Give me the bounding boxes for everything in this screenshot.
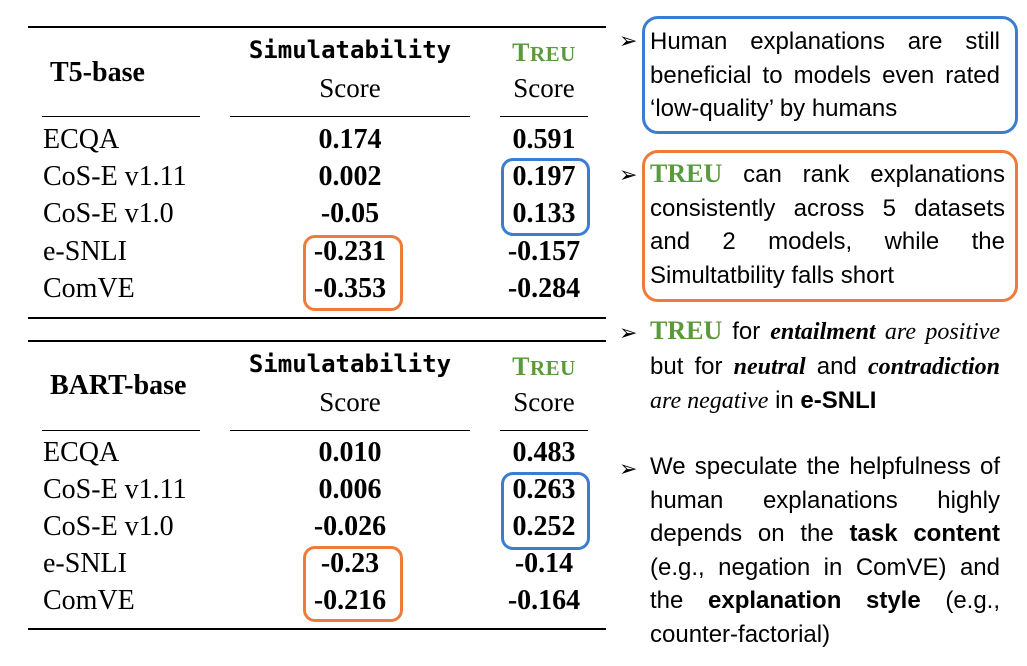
table-title: BART-base (50, 370, 187, 401)
sim-header: Simulatability (248, 350, 452, 378)
text: and (805, 352, 868, 380)
treu-value: -0.14 (514, 548, 574, 579)
sim-value: -0.353 (313, 273, 387, 304)
header-underline (42, 430, 200, 431)
top-rule (28, 340, 606, 342)
row-label: ECQA (43, 124, 120, 155)
header-underline (42, 116, 200, 117)
arrow-bullet-icon: ➢ (619, 456, 638, 481)
bullet-text: We speculate the helpfulness of human ex… (650, 450, 1000, 651)
treu-value: 0.263 (512, 474, 576, 505)
bullet-text-rest: can rank explanations consistently acros… (650, 161, 1005, 289)
sim-value: -0.05 (320, 198, 380, 229)
sim-value: -0.026 (313, 511, 387, 542)
text: (e.g., negation in ComVE) and the (650, 553, 1000, 615)
row-label: CoS-E v1.0 (43, 511, 174, 542)
treu-header-score: Score (513, 387, 575, 417)
text: contradiction (867, 353, 1000, 380)
sim-header-score: Score (319, 73, 381, 103)
row-label: CoS-E v1.11 (43, 161, 187, 192)
sim-value: -0.216 (313, 585, 387, 616)
text: neutral (733, 353, 806, 380)
sim-header-score: Score (319, 387, 381, 417)
row-label: e-SNLI (43, 548, 127, 579)
bottom-rule (28, 317, 606, 319)
text: e-SNLI (800, 387, 877, 414)
sim-value: 0.002 (318, 161, 382, 192)
bullet-text: Human explanations are still beneficial … (650, 28, 1000, 122)
header-underline (500, 116, 588, 117)
sim-value: 0.174 (318, 124, 382, 155)
arrow-bullet-icon: ➢ (619, 320, 638, 345)
text: We speculate the helpfulness of human ex… (650, 453, 1000, 547)
highlight-box-orange (303, 235, 403, 311)
sim-value: 0.010 (318, 437, 382, 468)
row-label: CoS-E v1.0 (43, 198, 174, 229)
text: in (768, 387, 801, 414)
treu-header: TREU (512, 352, 576, 381)
row-label: ECQA (43, 437, 120, 468)
highlight-box-blue (642, 16, 1018, 134)
row-label: e-SNLI (43, 236, 127, 267)
treu-header-score: Score (513, 73, 575, 103)
text: are (875, 319, 926, 345)
treu-term: TREU (650, 316, 723, 345)
text: negative (687, 388, 769, 414)
row-label: ComVE (43, 585, 135, 616)
treu-term: TREU (650, 159, 723, 188)
text: but for (650, 352, 734, 380)
highlight-box-blue (501, 472, 590, 550)
sim-value: 0.006 (318, 474, 382, 505)
sim-value: -0.23 (320, 548, 380, 579)
highlight-box-blue (501, 158, 590, 236)
table-title: T5-base (50, 57, 145, 88)
top-rule (28, 26, 606, 28)
treu-value: 0.133 (512, 198, 576, 229)
text: positive (925, 319, 1000, 345)
arrow-bullet-icon: ➢ (619, 28, 638, 53)
sim-header: Simulatability (248, 36, 452, 64)
treu-header: TREU (512, 38, 576, 67)
sim-value: -0.231 (313, 236, 387, 267)
treu-value: 0.252 (512, 511, 576, 542)
arrow-bullet-icon: ➢ (619, 162, 638, 187)
header-underline (230, 116, 470, 117)
bottom-rule (28, 628, 606, 630)
bullet-text: TREU can rank explanations consistently … (650, 157, 1005, 292)
treu-value: -0.164 (507, 585, 581, 616)
highlight-box-orange (642, 150, 1018, 302)
treu-value: 0.591 (512, 124, 576, 155)
text: entailment (770, 319, 876, 345)
treu-value: 0.483 (512, 437, 576, 468)
text: task content (849, 520, 1000, 547)
header-underline (500, 430, 588, 431)
treu-value: 0.197 (512, 161, 576, 192)
text: explanation style (708, 587, 921, 614)
row-label: ComVE (43, 273, 135, 304)
text: for (722, 318, 771, 345)
bullet-text: TREU for entailment are positive but for… (650, 314, 1000, 419)
treu-value: -0.157 (507, 236, 581, 267)
treu-value: -0.284 (507, 273, 581, 304)
highlight-box-orange (303, 546, 403, 622)
header-underline (230, 430, 470, 431)
text: (e.g., counter-factorial) (650, 587, 1001, 648)
text: are (650, 388, 688, 414)
row-label: CoS-E v1.11 (43, 474, 187, 505)
